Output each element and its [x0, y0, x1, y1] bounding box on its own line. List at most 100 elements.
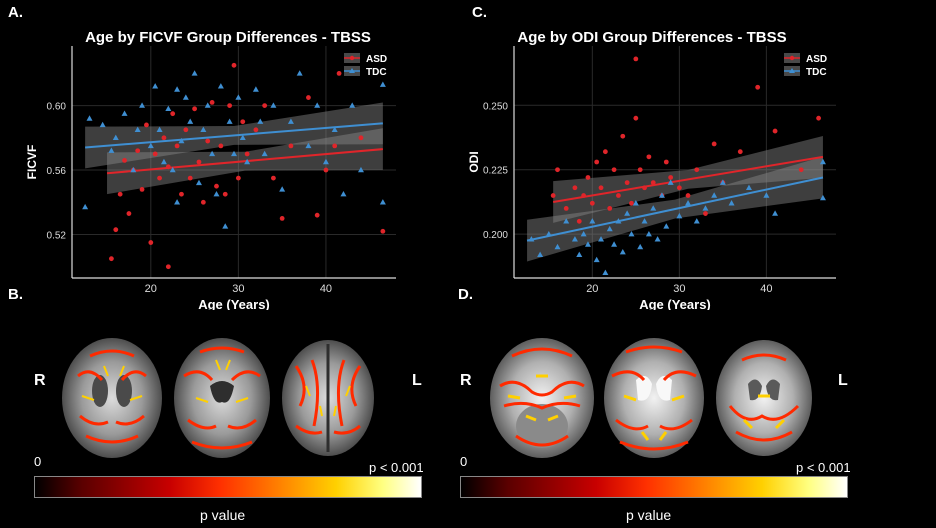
data-point-tdc [819, 158, 826, 165]
data-point-tdc [658, 192, 665, 198]
data-point-asd [271, 175, 276, 181]
data-point-tdc [213, 191, 220, 197]
data-point-asd [332, 143, 338, 149]
data-point-asd [703, 211, 708, 216]
data-point-tdc [584, 241, 591, 247]
y-tick-label: 0.56 [47, 166, 67, 177]
data-point-asd [196, 159, 202, 165]
data-point-asd [288, 143, 294, 149]
right-hemisphere-label: R [34, 372, 46, 389]
data-point-asd [187, 175, 193, 181]
y-axis-label: FICVF [25, 145, 39, 180]
panel-label-c: C. [472, 4, 487, 21]
odi-scatter-chart: 20 30 40 0.200 0.225 0.250 Age by ODI Group Di… [467, 29, 836, 310]
data-point-asd [323, 167, 329, 173]
p-value-colorbar [34, 476, 422, 498]
data-point-tdc [217, 83, 224, 89]
data-point-asd [585, 175, 591, 180]
y-tick-label: 0.200 [483, 230, 508, 241]
data-point-asd [183, 127, 189, 133]
legend-label-asd: ASD [366, 54, 387, 65]
scale-min-label: 0 [34, 454, 42, 469]
data-point-tdc [108, 147, 115, 153]
data-point-tdc [160, 158, 167, 165]
data-point-tdc [611, 241, 618, 247]
data-point-tdc [537, 251, 544, 257]
data-point-tdc [191, 70, 198, 76]
data-point-asd [798, 167, 804, 173]
data-point-asd [231, 62, 237, 68]
fit-line-asd [106, 148, 383, 175]
data-point-tdc [663, 223, 670, 229]
data-point-tdc [357, 166, 364, 173]
data-point-asd [694, 167, 700, 173]
data-point-tdc [637, 243, 644, 250]
data-point-tdc [619, 249, 626, 255]
data-point-asd [336, 70, 342, 76]
data-point-asd [205, 138, 211, 144]
data-point-tdc [86, 115, 93, 121]
left-hemisphere-label: L [412, 372, 422, 389]
scale-title-d: p value [626, 507, 672, 523]
data-point-tdc [187, 118, 194, 124]
data-point-asd [200, 199, 206, 205]
fit-line-tdc [526, 176, 824, 242]
data-point-tdc [204, 102, 211, 108]
data-point-asd [816, 115, 821, 121]
data-point-tdc [606, 225, 613, 232]
brain-slice-4 [490, 338, 594, 458]
data-point-tdc [287, 118, 294, 124]
data-point-tdc [379, 199, 386, 205]
legend-marker [349, 55, 355, 61]
data-point-tdc [676, 212, 683, 219]
ficvf-scatter-chart: 20 30 40 0.52 0.56 0.60 Age by FICVF Group Dif… [25, 29, 396, 310]
data-point-asd [633, 56, 639, 62]
brain-slice-1 [62, 338, 162, 458]
y-axis-label: ODI [467, 151, 481, 172]
data-point-tdc [200, 126, 207, 132]
data-point-tdc [819, 194, 826, 201]
fit-line-asd [552, 155, 824, 203]
data-point-tdc [379, 81, 386, 87]
data-point-tdc [654, 236, 661, 242]
data-point-asd [602, 149, 608, 155]
data-point-tdc [279, 186, 286, 192]
data-point-asd [165, 264, 171, 270]
data-point-tdc [244, 158, 251, 165]
data-point-tdc [580, 230, 587, 237]
data-point-asd [611, 167, 617, 173]
x-tick-label: 30 [232, 283, 244, 295]
data-point-asd [161, 135, 167, 141]
data-point-tdc [322, 158, 329, 165]
data-point-tdc [165, 105, 172, 112]
data-point-asd [598, 185, 604, 191]
data-point-tdc [667, 179, 674, 185]
data-point-tdc [99, 121, 106, 128]
data-point-tdc [209, 150, 216, 157]
data-point-tdc [563, 218, 570, 224]
data-point-asd [144, 122, 149, 128]
data-point-asd [772, 128, 778, 134]
data-point-tdc [650, 205, 657, 211]
data-point-tdc [571, 236, 578, 242]
y-tick-label: 0.250 [483, 101, 508, 112]
data-point-asd [235, 175, 241, 181]
data-point-tdc [152, 83, 159, 89]
data-point-tdc [628, 230, 635, 237]
p-value-colorbar-d [460, 476, 848, 498]
legend-label-tdc: TDC [806, 67, 827, 78]
data-point-asd [244, 151, 250, 157]
data-point-tdc [728, 200, 735, 206]
x-tick-label: 20 [145, 283, 157, 295]
data-point-asd [616, 193, 621, 198]
data-point-tdc [593, 256, 600, 263]
data-point-tdc [702, 205, 709, 211]
data-point-asd [126, 211, 132, 216]
y-tick-label: 0.52 [47, 231, 67, 242]
data-point-tdc [182, 94, 189, 100]
data-point-asd [646, 154, 652, 160]
data-point-asd [594, 159, 600, 165]
data-point-tdc [112, 134, 119, 141]
data-point-tdc [156, 126, 163, 132]
data-point-tdc [772, 210, 779, 216]
